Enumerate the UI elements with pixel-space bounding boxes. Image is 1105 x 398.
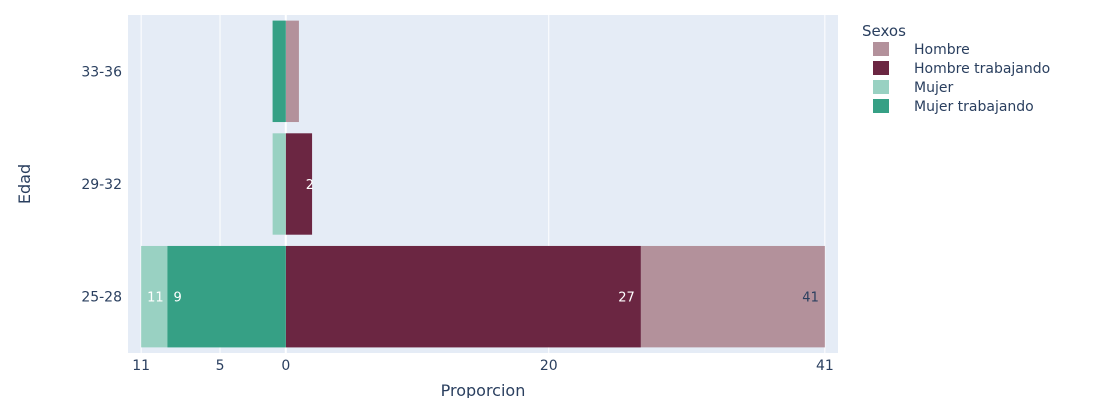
x-tick-label: 5 — [216, 358, 225, 374]
x-tick-label: 0 — [281, 358, 290, 374]
bar-label: 11 — [147, 291, 164, 306]
x-tick-labels: 11 5 0 20 41 — [132, 358, 834, 374]
bar — [285, 133, 313, 235]
bar-label: 27 — [618, 291, 635, 306]
y-tick-label: 29-32 — [81, 177, 122, 193]
legend-swatch — [873, 99, 889, 113]
bar — [272, 20, 286, 123]
legend-item-label: Hombre — [914, 42, 970, 58]
bar-labels: 41 27 2 11 9 — [147, 178, 819, 306]
bar-label: 9 — [173, 291, 181, 306]
bar-label: 2 — [306, 178, 314, 193]
x-tick-label: 20 — [540, 358, 558, 374]
bar-label: 41 — [802, 291, 819, 306]
legend-item-label: Mujer trabajando — [914, 99, 1034, 115]
legend-item-label: Hombre trabajando — [914, 61, 1050, 77]
legend-item-label: Mujer — [914, 80, 953, 96]
x-tick-label: 41 — [816, 358, 834, 374]
y-tick-label: 33-36 — [81, 64, 122, 80]
y-tick-label: 25-28 — [81, 290, 122, 306]
bar — [272, 133, 286, 235]
x-tick-label: 11 — [132, 358, 150, 374]
y-tick-labels: 25-28 29-32 33-36 — [81, 64, 122, 305]
y-axis-title: Edad — [15, 164, 34, 204]
legend-title: Sexos — [862, 22, 906, 40]
bar — [285, 245, 641, 348]
legend[interactable]: Sexos Hombre Hombre trabajando Mujer Mujer … — [862, 22, 1050, 115]
bar — [285, 20, 299, 123]
x-axis-title: Proporcion — [441, 381, 526, 398]
bar — [167, 245, 286, 348]
bars — [141, 20, 825, 348]
legend-swatch — [873, 42, 889, 56]
legend-swatch — [873, 61, 889, 75]
legend-swatch — [873, 80, 889, 94]
